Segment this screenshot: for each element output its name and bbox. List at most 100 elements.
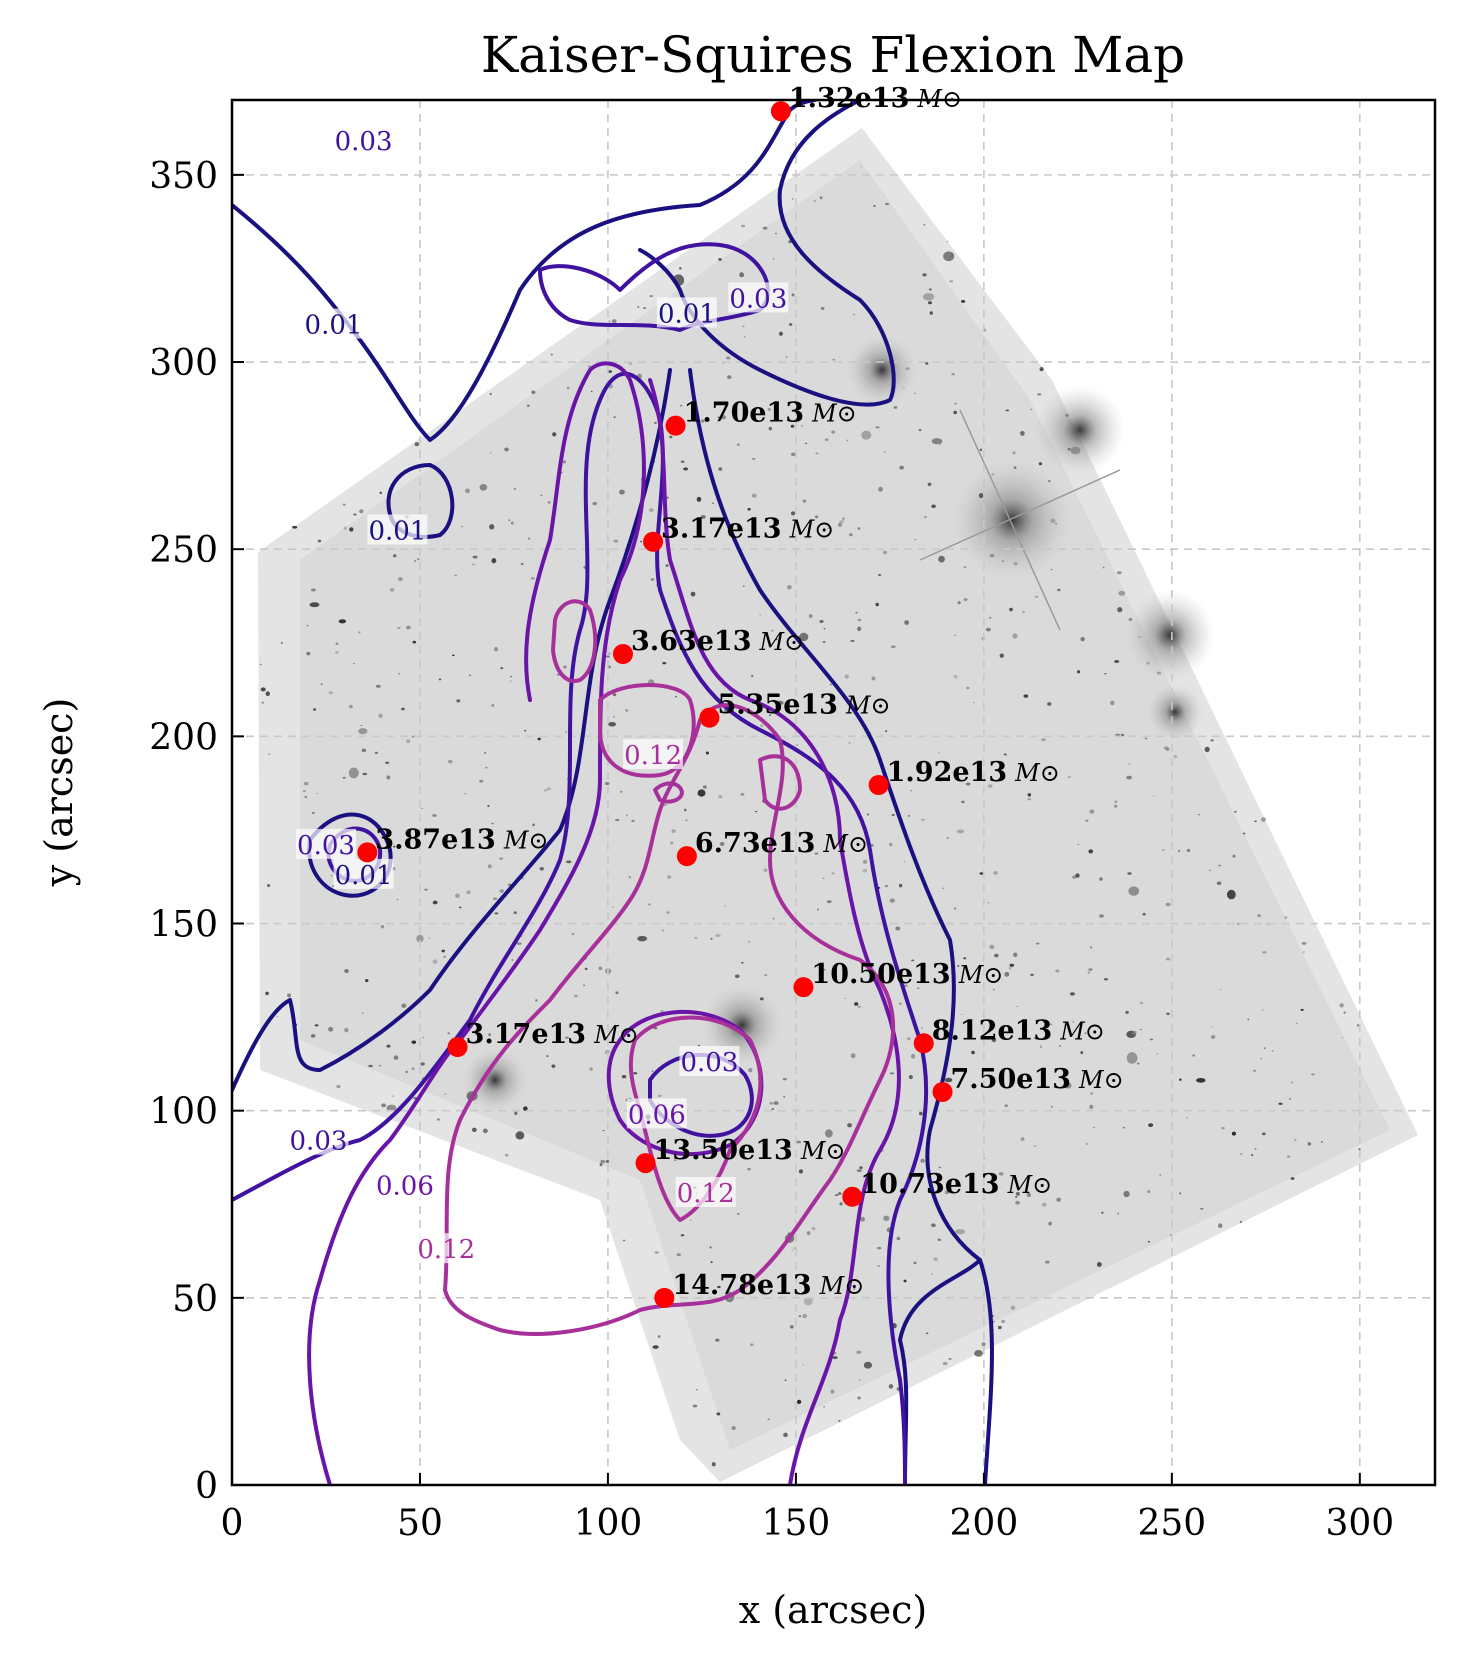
galaxy-speck [772, 917, 775, 920]
x-tick-labels: 0 50 100 150 200 250 300 [221, 1503, 1395, 1544]
galaxy-speck [349, 704, 353, 709]
galaxy-speck [463, 792, 467, 795]
galaxy-speck [421, 808, 423, 810]
galaxy-speck [771, 1108, 775, 1111]
galaxy-speck [953, 674, 958, 679]
galaxy-speck [1103, 978, 1109, 981]
galaxy-speck [632, 1071, 638, 1075]
galaxy-speck [960, 300, 966, 303]
galaxy-speck [551, 1064, 556, 1068]
galaxy-speck [1035, 942, 1040, 945]
galaxy-speck [913, 1261, 917, 1265]
galaxy-speck [405, 1070, 408, 1074]
contour-label-bg [656, 297, 717, 328]
galaxy-speck [1261, 1132, 1266, 1136]
galaxy-speck [857, 626, 862, 632]
galaxy-speck [1186, 848, 1191, 853]
galaxy-speck [304, 795, 308, 799]
galaxy-speck [1226, 889, 1236, 900]
galaxy-speck [1004, 971, 1010, 977]
galaxy-speck [742, 585, 745, 587]
galaxy-speck [631, 819, 635, 823]
galaxy-speck [752, 458, 756, 460]
galaxy-speck [969, 1190, 973, 1193]
mass-value: 3.17e13 [661, 514, 782, 545]
galaxy-speck [671, 829, 676, 833]
galaxy-speck [510, 676, 512, 678]
galaxy-speck [520, 563, 524, 565]
contour-label-bg [333, 858, 394, 889]
galaxy-speck [759, 614, 762, 616]
galaxy-speck [838, 1419, 841, 1422]
contour-label-bg [288, 1124, 349, 1155]
galaxy-speck [309, 602, 320, 608]
galaxy-speck [1125, 1010, 1129, 1014]
galaxy-speck [1045, 1260, 1050, 1264]
galaxy-speck [1231, 1131, 1236, 1136]
galaxy-speck [862, 868, 868, 873]
galaxy-speck [385, 761, 390, 764]
bright-galaxy [1035, 385, 1125, 475]
galaxy-speck [657, 1335, 661, 1338]
galaxy-speck [877, 1264, 880, 1267]
galaxy-speck [805, 442, 808, 445]
galaxy-speck [911, 959, 915, 962]
galaxy-speck [1023, 694, 1029, 698]
galaxy-speck [266, 884, 271, 888]
galaxy-speck [727, 375, 732, 380]
galaxy-speck [1217, 864, 1222, 867]
galaxy-speck [806, 1231, 811, 1236]
galaxy-speck [504, 1153, 509, 1157]
mass-point [699, 707, 720, 728]
galaxy-speck [552, 432, 557, 437]
galaxy-speck [885, 730, 888, 732]
mass-value: 1.92e13 [887, 757, 1008, 788]
galaxy-speck [1042, 1020, 1045, 1023]
galaxy-speck [783, 1096, 786, 1098]
galaxy-speck [352, 663, 355, 665]
galaxy-speck [1102, 566, 1105, 569]
galaxy-speck [432, 814, 437, 817]
contour-0.01 [232, 368, 672, 1092]
galaxy-speck [1254, 1147, 1257, 1151]
galaxy-speck [436, 1118, 440, 1121]
galaxy-speck [896, 1236, 901, 1241]
x-tick-label: 100 [574, 1503, 643, 1544]
galaxy-speck [1015, 1005, 1018, 1008]
galaxy-speck [374, 751, 379, 754]
galaxy-speck [991, 1037, 997, 1043]
galaxy-speck [1257, 914, 1261, 917]
galaxy-speck [791, 1249, 794, 1251]
axis-ticks [231, 173, 1361, 1486]
y-tick-label: 250 [149, 530, 218, 571]
galaxy-speck [397, 626, 401, 629]
galaxy-speck [448, 760, 453, 764]
galaxy-speck [998, 1172, 1004, 1176]
galaxy-speck [801, 425, 803, 427]
x-tick-label: 250 [1137, 1503, 1206, 1544]
galaxy-speck [306, 651, 311, 656]
galaxy-speck [358, 728, 368, 735]
galaxy-speck [386, 1044, 391, 1048]
galaxy-speck [1101, 1211, 1104, 1214]
galaxy-speck [799, 632, 809, 642]
galaxy-speck [1118, 590, 1126, 596]
galaxy-speck [348, 767, 359, 779]
galaxy-speck [330, 874, 334, 877]
galaxy-speck [1114, 804, 1118, 808]
galaxy-speck [750, 674, 754, 678]
bright-galaxy [702, 985, 782, 1065]
galaxy-speck [1085, 819, 1089, 822]
galaxy-speck [662, 661, 667, 665]
galaxy-speck [767, 408, 772, 411]
galaxy-speck [953, 410, 958, 415]
galaxy-speck [535, 999, 538, 1002]
galaxy-speck [1077, 670, 1081, 674]
galaxy-speck [499, 857, 503, 860]
galaxy-speck [386, 775, 391, 780]
galaxy-speck [798, 1169, 804, 1174]
galaxy-speck [824, 438, 829, 441]
galaxy-speck [816, 908, 819, 911]
galaxy-speck [1122, 1126, 1125, 1129]
mass-points [357, 101, 953, 1308]
